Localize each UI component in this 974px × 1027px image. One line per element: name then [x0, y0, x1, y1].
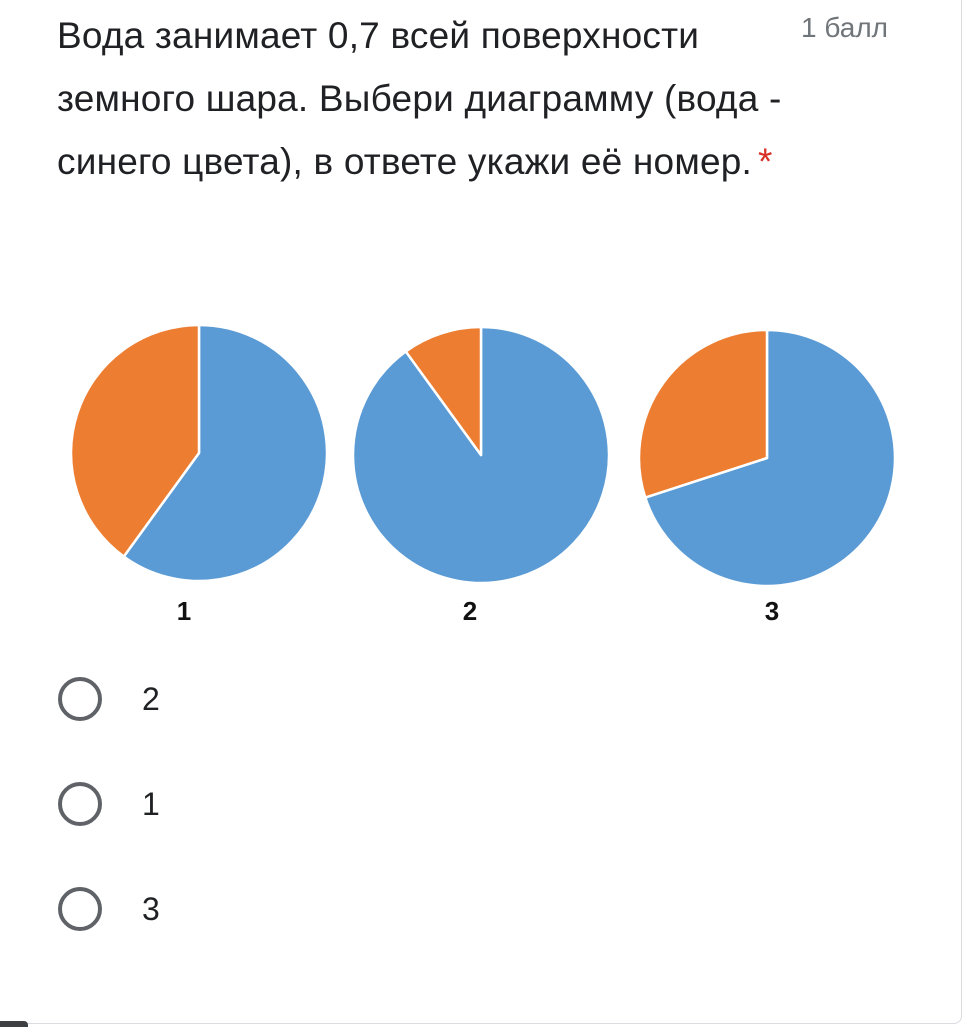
corner-mark	[0, 1021, 28, 1027]
pie-chart-2: 2	[351, 325, 611, 626]
radio-button[interactable]	[58, 782, 102, 826]
radio-button[interactable]	[58, 887, 102, 931]
pie-3-slice-water	[644, 328, 897, 588]
pie-1-slice-land	[69, 323, 201, 558]
question-text: Вода занимает 0,7 всей поверхности земно…	[57, 15, 782, 182]
option-label: 2	[142, 680, 160, 717]
pie-chart-1: 1	[69, 323, 329, 626]
option-label: 1	[142, 785, 160, 822]
pie-1-slice-water	[122, 323, 329, 583]
pie-chart-number-label: 1	[177, 596, 191, 626]
question-title: Вода занимает 0,7 всей поверхности земно…	[57, 4, 797, 193]
option-3[interactable]: 3	[58, 883, 160, 935]
pie-chart-number-label: 3	[765, 596, 779, 626]
points-label: 1 балл	[801, 12, 888, 43]
pie-charts-svg: 1 2 3	[69, 323, 897, 626]
option-2[interactable]: 2	[58, 673, 160, 725]
option-1[interactable]: 1	[58, 778, 160, 830]
radio-button[interactable]	[58, 677, 102, 721]
pie-charts-figure: 1 2 3	[0, 300, 974, 640]
pie-2-slice-land	[404, 325, 483, 457]
pie-chart-3: 3	[637, 328, 897, 626]
option-label: 3	[142, 890, 160, 927]
required-asterisk: *	[758, 141, 773, 182]
pie-chart-number-label: 2	[463, 596, 477, 626]
pie-3-slice-land	[637, 328, 769, 499]
